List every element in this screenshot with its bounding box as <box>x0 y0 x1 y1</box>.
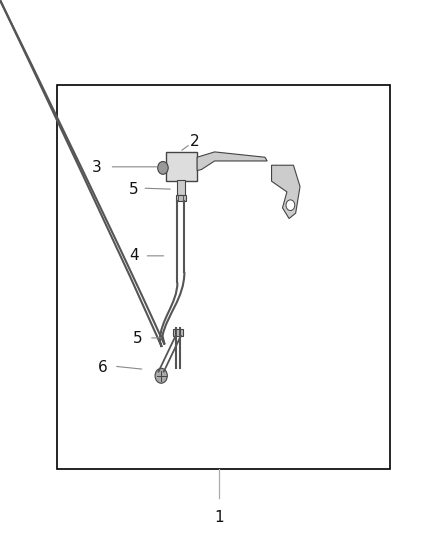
Polygon shape <box>197 152 267 171</box>
Bar <box>176 195 186 201</box>
Bar <box>173 329 183 336</box>
Text: 3: 3 <box>92 160 101 175</box>
Text: 1: 1 <box>214 510 224 524</box>
Polygon shape <box>272 165 300 219</box>
Bar <box>177 180 185 195</box>
Circle shape <box>158 161 168 174</box>
Text: 2: 2 <box>190 134 200 149</box>
Circle shape <box>155 368 167 383</box>
Bar <box>57 85 390 469</box>
Text: 5: 5 <box>133 331 143 346</box>
Circle shape <box>286 200 295 211</box>
Text: 5: 5 <box>129 182 138 197</box>
Bar <box>166 152 197 181</box>
Text: 4: 4 <box>129 248 138 263</box>
Text: 6: 6 <box>98 360 108 375</box>
